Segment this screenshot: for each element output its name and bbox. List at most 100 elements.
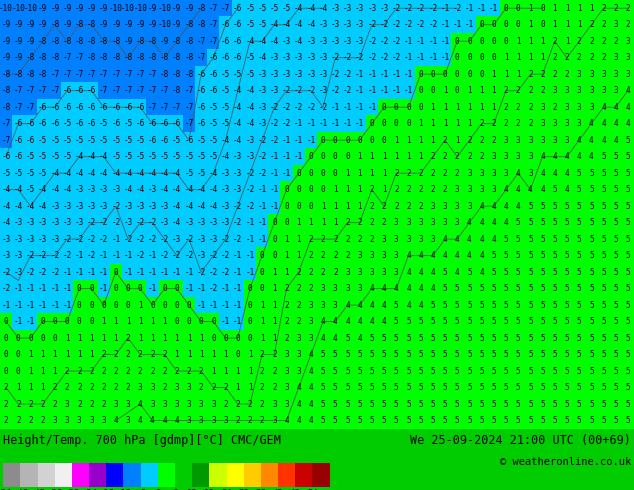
Bar xyxy=(73,346,86,363)
Text: 0: 0 xyxy=(174,300,179,310)
Bar xyxy=(268,198,280,215)
Bar xyxy=(573,215,585,231)
Text: -2: -2 xyxy=(99,235,108,244)
Text: 2: 2 xyxy=(16,399,20,409)
Text: -7: -7 xyxy=(209,4,218,13)
Text: 5: 5 xyxy=(552,251,557,260)
Bar xyxy=(37,82,49,99)
Bar xyxy=(12,280,24,297)
Bar xyxy=(476,379,488,396)
Text: 1: 1 xyxy=(101,334,106,343)
Text: 5: 5 xyxy=(601,218,606,227)
Text: 4: 4 xyxy=(601,103,606,112)
Bar xyxy=(366,33,378,49)
Text: 5: 5 xyxy=(394,383,399,392)
Bar xyxy=(536,181,548,198)
Text: 1: 1 xyxy=(297,251,301,260)
Bar xyxy=(134,17,146,33)
Bar xyxy=(171,379,183,396)
Bar xyxy=(24,412,37,429)
Bar xyxy=(573,181,585,198)
Text: © weatheronline.co.uk: © weatheronline.co.uk xyxy=(500,458,631,467)
Bar xyxy=(585,396,597,412)
Text: -3: -3 xyxy=(75,218,84,227)
Text: -4: -4 xyxy=(197,201,206,211)
Text: 4: 4 xyxy=(626,86,630,95)
Text: -5: -5 xyxy=(99,136,108,145)
Bar xyxy=(305,116,317,132)
Bar xyxy=(463,132,476,148)
Text: -1: -1 xyxy=(87,268,96,276)
Bar xyxy=(24,297,37,313)
Text: -1: -1 xyxy=(367,70,377,79)
Text: 5: 5 xyxy=(601,334,606,343)
Bar xyxy=(24,116,37,132)
Bar xyxy=(256,379,268,396)
Bar xyxy=(573,66,585,82)
Text: 5: 5 xyxy=(552,399,557,409)
Text: -3: -3 xyxy=(148,201,157,211)
Bar xyxy=(256,247,268,264)
Text: 3: 3 xyxy=(565,136,569,145)
Text: 1: 1 xyxy=(467,103,472,112)
Bar xyxy=(305,280,317,297)
Bar xyxy=(524,181,536,198)
Text: 5: 5 xyxy=(577,399,581,409)
Bar xyxy=(329,379,341,396)
Bar xyxy=(219,99,231,116)
Text: 2: 2 xyxy=(516,103,521,112)
Text: -4: -4 xyxy=(221,152,230,161)
Bar xyxy=(86,280,98,297)
Text: 0: 0 xyxy=(503,4,508,13)
Text: -2: -2 xyxy=(62,251,72,260)
Bar xyxy=(512,99,524,116)
Bar xyxy=(463,363,476,379)
Bar xyxy=(463,181,476,198)
Text: 5: 5 xyxy=(516,334,521,343)
Bar xyxy=(610,231,622,247)
Text: 5: 5 xyxy=(491,300,496,310)
Bar xyxy=(329,33,341,49)
Text: 4: 4 xyxy=(309,350,313,359)
Bar xyxy=(158,99,171,116)
Bar xyxy=(256,215,268,231)
Text: -2: -2 xyxy=(136,251,145,260)
Bar xyxy=(146,33,158,49)
Bar xyxy=(24,215,37,231)
Text: -1: -1 xyxy=(453,20,462,29)
Bar xyxy=(341,0,354,17)
Text: 3: 3 xyxy=(321,300,325,310)
Text: -4: -4 xyxy=(209,185,218,194)
Bar xyxy=(488,379,500,396)
Text: 2: 2 xyxy=(126,383,131,392)
Text: 5: 5 xyxy=(528,383,533,392)
Text: -3: -3 xyxy=(343,4,352,13)
Bar xyxy=(512,215,524,231)
Text: 1: 1 xyxy=(186,334,191,343)
Bar xyxy=(73,33,86,49)
Text: 3: 3 xyxy=(101,416,106,425)
Bar xyxy=(548,313,561,330)
Bar xyxy=(536,231,548,247)
Bar xyxy=(317,181,329,198)
Bar xyxy=(49,379,61,396)
Text: 5: 5 xyxy=(358,416,362,425)
Text: -3: -3 xyxy=(282,37,291,46)
Bar xyxy=(244,396,256,412)
Text: 5: 5 xyxy=(614,334,618,343)
Text: 3: 3 xyxy=(540,119,545,128)
Bar xyxy=(0,165,12,181)
Text: -6: -6 xyxy=(197,86,206,95)
Bar xyxy=(610,264,622,280)
Text: 1: 1 xyxy=(199,350,204,359)
Bar xyxy=(256,132,268,148)
Bar xyxy=(86,82,98,99)
Text: 2: 2 xyxy=(77,383,82,392)
Text: 4: 4 xyxy=(577,136,581,145)
Bar xyxy=(280,215,293,231)
Bar xyxy=(561,66,573,82)
Bar xyxy=(403,215,415,231)
Bar xyxy=(37,463,55,487)
Bar xyxy=(524,49,536,66)
Text: 5: 5 xyxy=(370,383,374,392)
